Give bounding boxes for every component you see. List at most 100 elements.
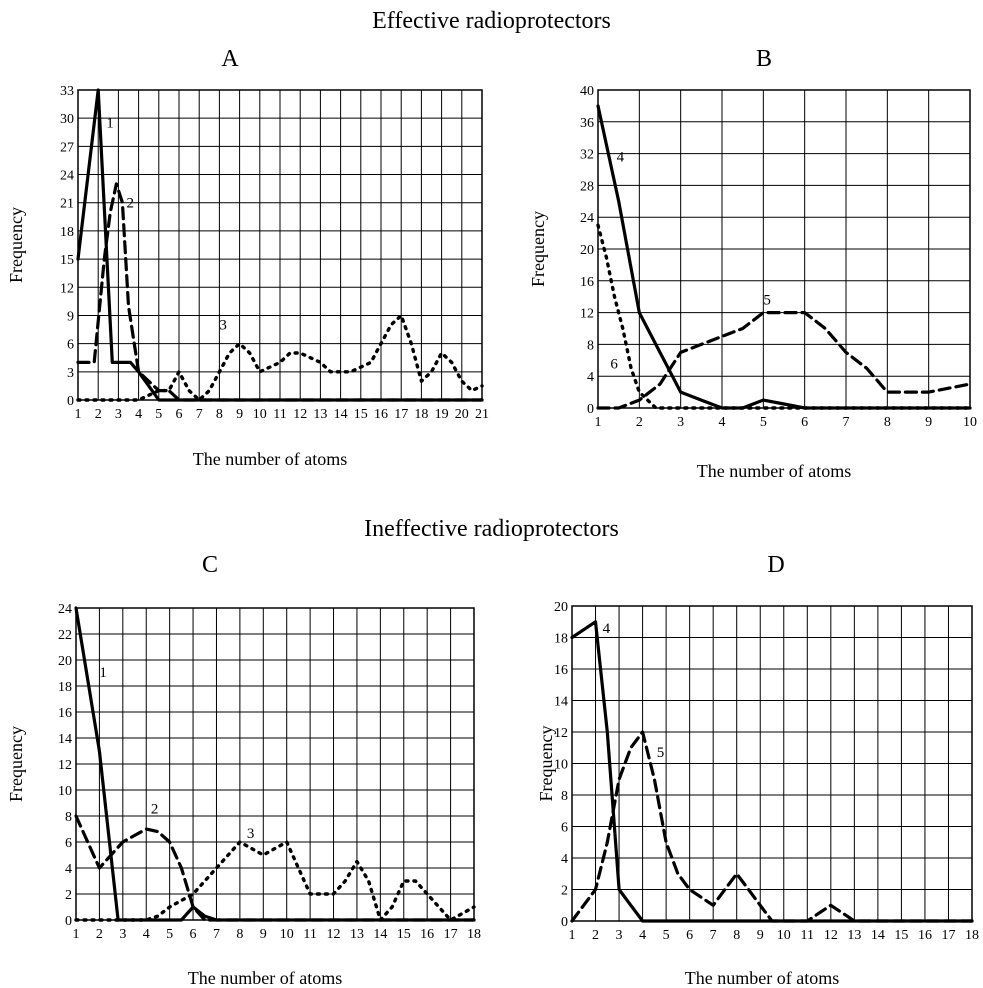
x-tick-label: 5 <box>663 928 670 943</box>
y-tick-label: 8 <box>587 338 594 353</box>
x-tick-label: 18 <box>467 927 481 942</box>
x-tick-label: 12 <box>327 927 341 942</box>
y-tick-label: 8 <box>561 789 568 804</box>
x-tick-label: 17 <box>941 928 955 943</box>
x-tick-label: 18 <box>414 407 428 422</box>
y-tick-label: 32 <box>580 148 594 163</box>
y-tick-label: 3 <box>67 366 74 381</box>
y-tick-label: 4 <box>561 852 568 867</box>
x-tick-label: 11 <box>303 927 316 942</box>
series-label-d-4: 4 <box>603 621 611 637</box>
y-tick-label: 24 <box>60 169 74 184</box>
y-tick-label: 14 <box>554 695 568 710</box>
y-axis-label: Frequency <box>528 211 548 287</box>
y-tick-label: 18 <box>58 680 72 695</box>
series-line-a-3 <box>76 313 484 402</box>
y-tick-label: 4 <box>587 370 594 385</box>
x-tick-label: 16 <box>374 407 388 422</box>
y-tick-label: 24 <box>58 602 72 617</box>
series-line-d-5 <box>570 730 974 923</box>
y-tick-label: 20 <box>58 654 72 669</box>
series-line-d-4 <box>570 620 974 923</box>
x-tick-label: 16 <box>918 928 932 943</box>
y-tick-label: 16 <box>554 663 568 678</box>
x-tick-label: 7 <box>710 928 717 943</box>
y-tick-label: 33 <box>60 84 74 99</box>
x-tick-label: 10 <box>253 407 267 422</box>
y-tick-label: 14 <box>58 732 72 747</box>
x-tick-label: 12 <box>824 928 838 943</box>
x-tick-label: 18 <box>965 928 979 943</box>
y-tick-label: 0 <box>65 914 72 929</box>
x-tick-label: 3 <box>119 927 126 942</box>
x-tick-label: 13 <box>350 927 364 942</box>
y-tick-label: 4 <box>65 862 72 877</box>
section-title-effective: Effective radioprotectors <box>372 8 611 34</box>
y-tick-label: 21 <box>60 197 74 212</box>
x-tick-label: 4 <box>639 928 646 943</box>
x-tick-label: 8 <box>884 415 891 430</box>
x-tick-label: 6 <box>686 928 693 943</box>
x-tick-label: 2 <box>96 927 103 942</box>
y-tick-label: 15 <box>60 253 74 268</box>
x-tick-label: 15 <box>894 928 908 943</box>
x-tick-label: 14 <box>334 407 348 422</box>
x-tick-label: 5 <box>166 927 173 942</box>
x-tick-label: 7 <box>213 927 220 942</box>
section-title-ineffective: Ineffective radioprotectors <box>364 516 619 542</box>
series-line-c-3 <box>74 840 476 922</box>
y-tick-label: 2 <box>65 888 72 903</box>
x-tick-label: 13 <box>847 928 861 943</box>
chart-panel-d: 1 2 3 4 5 6 7 8 9 10 11 12 13 14 15 16 17 180246810121416… <box>536 600 979 988</box>
x-axis-label: The number of atoms <box>685 968 839 988</box>
y-tick-label: 28 <box>580 179 594 194</box>
series-label-a-1: 1 <box>106 116 114 132</box>
x-tick-label: 4 <box>719 415 726 430</box>
series-label-a-2: 2 <box>126 195 134 211</box>
panel-label-c: C <box>201 552 218 578</box>
y-tick-label: 0 <box>67 394 74 409</box>
x-tick-label: 10 <box>777 928 791 943</box>
y-tick-label: 36 <box>580 116 594 131</box>
x-tick-label: 3 <box>616 928 623 943</box>
x-tick-label: 21 <box>475 407 489 422</box>
x-tick-label: 6 <box>190 927 197 942</box>
y-tick-label: 0 <box>561 915 568 930</box>
x-axis-label: The number of atoms <box>193 449 347 469</box>
x-tick-label: 3 <box>115 407 122 422</box>
y-axis-label: Frequency <box>536 726 556 802</box>
y-tick-label: 20 <box>580 243 594 258</box>
series-label-b-5: 5 <box>763 293 771 309</box>
x-tick-label: 2 <box>636 415 643 430</box>
x-tick-label: 16 <box>420 927 434 942</box>
y-tick-label: 6 <box>65 836 72 851</box>
y-tick-label: 20 <box>554 600 568 615</box>
y-tick-label: 12 <box>60 281 74 296</box>
x-tick-label: 8 <box>236 927 243 942</box>
x-tick-label: 15 <box>397 927 411 942</box>
x-tick-label: 20 <box>455 407 469 422</box>
x-tick-label: 12 <box>293 407 307 422</box>
chart-panel-c: 1 2 3 4 5 6 7 8 9 10 11 12 13 14 15 16 17 180246810121416… <box>6 602 481 988</box>
x-tick-label: 8 <box>216 407 223 422</box>
y-tick-label: 12 <box>580 307 594 322</box>
x-tick-label: 1 <box>569 928 576 943</box>
x-tick-label: 9 <box>236 407 243 422</box>
y-tick-label: 30 <box>60 112 74 127</box>
series-label-d-5: 5 <box>657 745 665 761</box>
x-tick-label: 5 <box>760 415 767 430</box>
series-line-b-6 <box>596 223 972 410</box>
panel-label-a: A <box>221 46 239 72</box>
x-tick-label: 17 <box>394 407 408 422</box>
y-tick-label: 8 <box>65 810 72 825</box>
x-tick-label: 14 <box>871 928 885 943</box>
panel-label-b: B <box>755 46 772 72</box>
series-line-a-2 <box>76 182 484 402</box>
x-tick-label: 1 <box>75 407 82 422</box>
x-tick-label: 1 <box>73 927 80 942</box>
series-line-b-4 <box>596 104 972 410</box>
y-tick-label: 12 <box>58 758 72 773</box>
x-tick-label: 1 <box>595 415 602 430</box>
y-tick-label: 24 <box>580 211 594 226</box>
y-tick-label: 2 <box>561 884 568 899</box>
